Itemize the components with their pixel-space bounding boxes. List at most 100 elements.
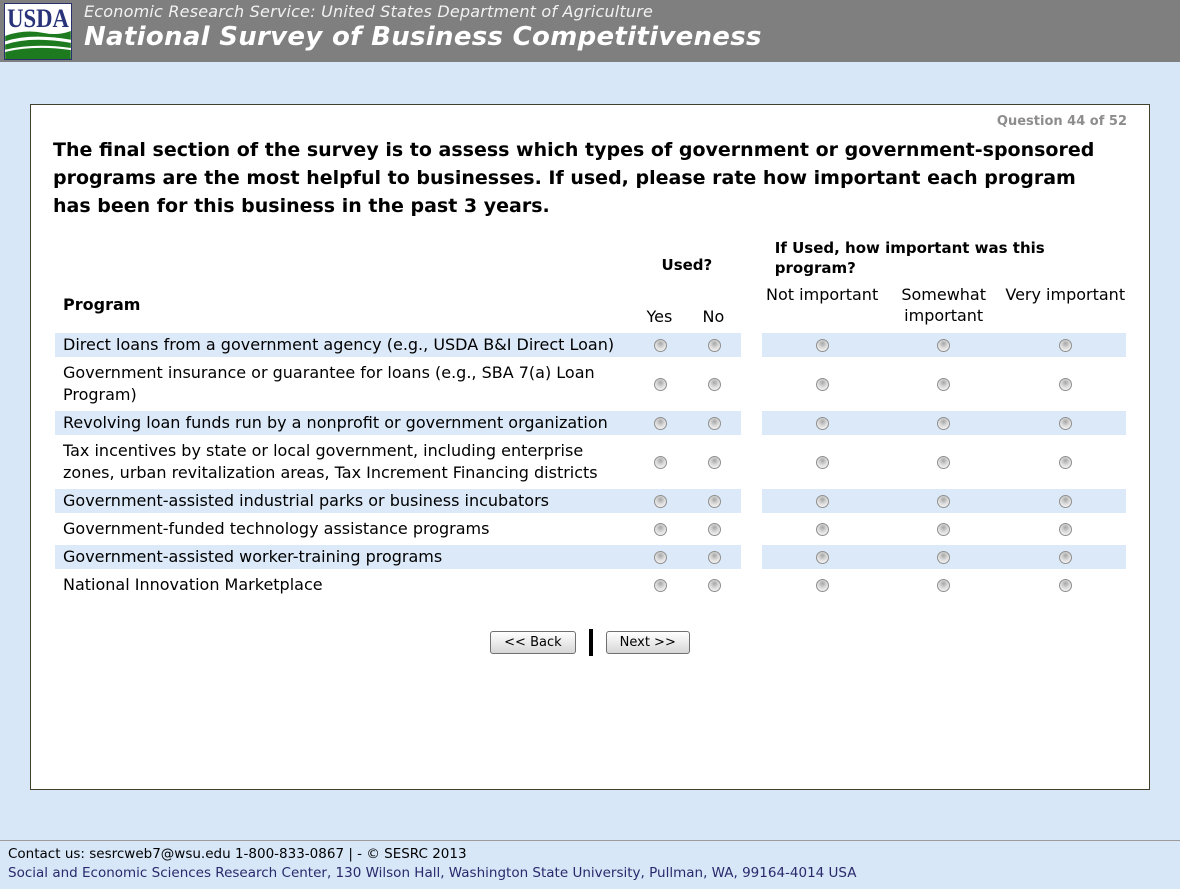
importance-somewhat-cell (883, 439, 1004, 485)
radio-used-no[interactable] (707, 416, 721, 430)
radio-importance-somewhat[interactable] (937, 522, 951, 536)
radio-used-yes[interactable] (653, 338, 667, 352)
importance-very-cell (1005, 361, 1126, 407)
radio-importance-very[interactable] (1058, 455, 1072, 469)
importance-very-cell (1005, 439, 1126, 485)
used-yes-cell (633, 517, 687, 541)
radio-importance-not[interactable] (816, 455, 830, 469)
radio-importance-somewhat[interactable] (937, 377, 951, 391)
radio-importance-somewhat[interactable] (937, 494, 951, 508)
radio-importance-somewhat[interactable] (937, 578, 951, 592)
radio-importance-not[interactable] (816, 494, 830, 508)
survey-content-box: Question 44 of 52 The final section of t… (30, 104, 1150, 790)
not-important-column-header: Not important (766, 285, 879, 304)
used-yes-cell (633, 545, 687, 569)
importance-not-cell (762, 333, 883, 357)
radio-used-no[interactable] (707, 455, 721, 469)
radio-importance-very[interactable] (1058, 416, 1072, 430)
usda-logo: USDA (4, 3, 72, 60)
question-counter: Question 44 of 52 (996, 114, 1127, 129)
importance-very-cell (1005, 333, 1126, 357)
radio-used-no[interactable] (707, 377, 721, 391)
importance-not-cell (762, 489, 883, 513)
radio-used-no[interactable] (707, 494, 721, 508)
radio-importance-somewhat[interactable] (937, 416, 951, 430)
used-column-header: Used? (661, 256, 713, 274)
radio-importance-very[interactable] (1058, 377, 1072, 391)
importance-very-cell (1005, 489, 1126, 513)
used-yes-cell (633, 489, 687, 513)
very-important-column-header: Very important (1005, 285, 1126, 304)
importance-not-cell (762, 517, 883, 541)
table-row: Government-funded technology assistance … (55, 517, 1126, 541)
table-rows: Direct loans from a government agency (e… (55, 333, 1126, 597)
radio-importance-very[interactable] (1058, 550, 1072, 564)
program-label: Government insurance or guarantee for lo… (63, 363, 595, 404)
agency-line: Economic Research Service: United States… (84, 2, 654, 21)
used-no-cell (687, 411, 741, 435)
importance-somewhat-cell (883, 545, 1004, 569)
back-button[interactable]: << Back (490, 631, 576, 654)
importance-somewhat-cell (883, 333, 1004, 357)
yes-column-header: Yes (646, 307, 673, 326)
importance-column-header: If Used, how important was this program? (762, 238, 1126, 278)
used-yes-cell (633, 333, 687, 357)
svg-text:USDA: USDA (7, 4, 69, 33)
program-label: Direct loans from a government agency (e… (63, 335, 615, 354)
radio-importance-not[interactable] (816, 377, 830, 391)
radio-importance-not[interactable] (816, 578, 830, 592)
importance-not-cell (762, 545, 883, 569)
somewhat-important-column-header: Somewhat important (901, 285, 987, 325)
radio-used-no[interactable] (707, 578, 721, 592)
importance-somewhat-cell (883, 489, 1004, 513)
used-no-cell (687, 517, 741, 541)
importance-not-cell (762, 361, 883, 407)
radio-used-yes[interactable] (653, 494, 667, 508)
importance-very-cell (1005, 517, 1126, 541)
radio-importance-very[interactable] (1058, 578, 1072, 592)
importance-somewhat-cell (883, 517, 1004, 541)
importance-column-header-text: If Used, how important was this program? (774, 239, 1045, 277)
importance-very-cell (1005, 411, 1126, 435)
radio-importance-not[interactable] (816, 522, 830, 536)
footer-address-line: Social and Economic Sciences Research Ce… (8, 865, 857, 881)
radio-importance-very[interactable] (1058, 522, 1072, 536)
used-no-cell (687, 489, 741, 513)
used-no-cell (687, 439, 741, 485)
table-row: Government-assisted industrial parks or … (55, 489, 1126, 513)
program-label: Revolving loan funds run by a nonprofit … (63, 413, 608, 432)
radio-used-no[interactable] (707, 522, 721, 536)
radio-used-no[interactable] (707, 338, 721, 352)
usda-logo-icon: USDA (5, 4, 71, 59)
radio-used-yes[interactable] (653, 455, 667, 469)
used-yes-cell (633, 361, 687, 407)
importance-not-cell (762, 411, 883, 435)
program-table: Used? If Used, how important was this pr… (55, 238, 1126, 597)
program-label: Government-assisted industrial parks or … (63, 491, 549, 510)
radio-used-yes[interactable] (653, 416, 667, 430)
table-row: Government-assisted worker-training prog… (55, 545, 1126, 569)
radio-used-yes[interactable] (653, 522, 667, 536)
table-row: Direct loans from a government agency (e… (55, 333, 1126, 357)
table-header-row-top: Used? If Used, how important was this pr… (55, 238, 1126, 278)
program-label: Government-assisted worker-training prog… (63, 547, 443, 566)
importance-somewhat-cell (883, 361, 1004, 407)
button-separator (588, 629, 593, 656)
radio-used-yes[interactable] (653, 550, 667, 564)
radio-importance-not[interactable] (816, 338, 830, 352)
table-row: Tax incentives by state or local governm… (55, 439, 1126, 485)
radio-importance-not[interactable] (816, 416, 830, 430)
radio-importance-somewhat[interactable] (937, 338, 951, 352)
importance-somewhat-cell (883, 573, 1004, 597)
radio-used-yes[interactable] (653, 377, 667, 391)
radio-importance-very[interactable] (1058, 338, 1072, 352)
next-button[interactable]: Next >> (605, 631, 690, 654)
radio-used-no[interactable] (707, 550, 721, 564)
radio-importance-somewhat[interactable] (937, 455, 951, 469)
footer-contact-line: Contact us: sesrcweb7@wsu.edu 1-800-833-… (8, 846, 467, 862)
radio-importance-somewhat[interactable] (937, 550, 951, 564)
radio-used-yes[interactable] (653, 578, 667, 592)
radio-importance-very[interactable] (1058, 494, 1072, 508)
radio-importance-not[interactable] (816, 550, 830, 564)
